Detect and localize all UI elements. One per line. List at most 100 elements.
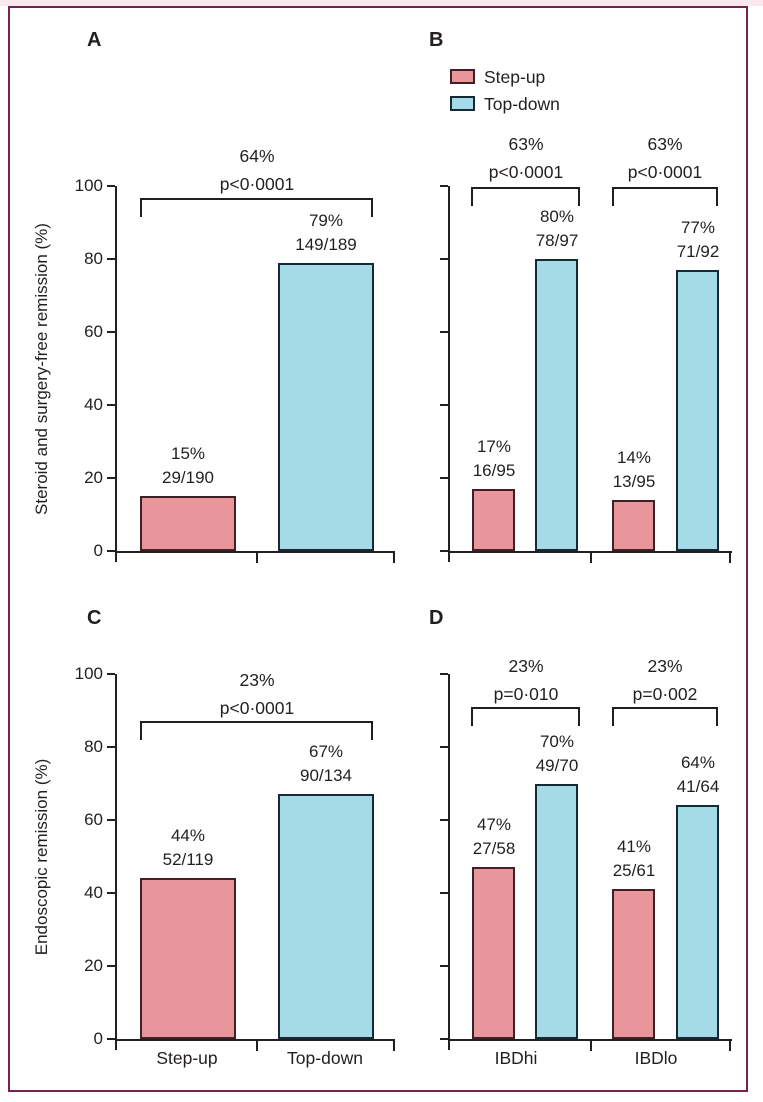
y-tick-label: 60 (84, 322, 103, 341)
y-tick-label: 40 (84, 395, 103, 414)
y-tick (107, 477, 115, 479)
y-tick (107, 258, 115, 260)
y-tick (440, 1038, 448, 1040)
bar-top-down (278, 262, 374, 551)
x-category-label: Top-down (287, 1048, 363, 1068)
x-category-label: IBDlo (634, 1048, 678, 1068)
x-tick (590, 1039, 592, 1051)
y-tick (440, 477, 448, 479)
y-axis-title-a: Steroid and surgery-free remission (%) (32, 223, 51, 515)
y-tick (440, 550, 448, 552)
x-category-label: Step-up (156, 1048, 218, 1068)
panel-letter-b: B (429, 29, 444, 51)
comparison-label: 63% p<0·0001 (488, 134, 564, 182)
bar-top-down (676, 805, 719, 1039)
y-axis (115, 186, 117, 562)
x-tick (729, 1039, 731, 1051)
bar-value-label: 79% 149/189 (295, 210, 357, 254)
bar-value-label: 70% 49/70 (535, 731, 579, 775)
y-tick (107, 331, 115, 333)
y-tick (107, 892, 115, 894)
y-axis-title-c: Endoscopic remission (%) (32, 758, 51, 956)
comparison-label: 23% p<0·0001 (219, 670, 295, 718)
panel-b-plot: 17% 16/95 80% 78/97 14% 13/95 77% 71/92 (450, 186, 731, 551)
bar-value-label: 47% 27/58 (472, 815, 516, 859)
comparison-label: 23% p=0·010 (493, 656, 559, 704)
x-tick (729, 551, 731, 563)
y-tick-label: 20 (84, 468, 103, 487)
panel-letter-d: D (429, 607, 444, 629)
y-tick (440, 331, 448, 333)
x-category-label: IBDhi (494, 1048, 538, 1068)
y-tick (107, 550, 115, 552)
bar-value-label: 64% 41/64 (676, 753, 720, 797)
bar-value-label: 44% 52/119 (162, 826, 214, 870)
legend-swatch-top-down (450, 96, 475, 111)
y-tick (107, 673, 115, 675)
bar-value-label: 14% 13/95 (612, 447, 656, 491)
y-tick (440, 673, 448, 675)
comparison-label: 23% p=0·002 (632, 656, 698, 704)
y-tick-label: 60 (84, 810, 103, 829)
comparison-label: 63% p<0·0001 (627, 134, 703, 182)
y-axis (448, 674, 450, 1050)
bar-value-label: 41% 25/61 (612, 837, 656, 881)
legend-label-step-up: Step-up (484, 67, 546, 87)
bar-value-label: 77% 71/92 (676, 217, 720, 261)
y-tick-label: 20 (84, 956, 103, 975)
bar-step-up (612, 889, 655, 1039)
y-tick (440, 404, 448, 406)
y-tick (440, 819, 448, 821)
comparison-bracket (612, 187, 718, 206)
x-tick (393, 1039, 395, 1051)
bar-step-up (612, 499, 655, 551)
y-tick-label: 40 (84, 883, 103, 902)
x-tick (590, 551, 592, 563)
legend-label-top-down: Top-down (484, 94, 560, 114)
y-tick (107, 746, 115, 748)
comparison-bracket (471, 187, 580, 206)
y-tick (107, 965, 115, 967)
bar-value-label: 67% 90/134 (300, 742, 352, 786)
y-tick-label: 100 (74, 176, 103, 195)
comparison-bracket (140, 198, 373, 217)
panel-letter-c: C (87, 607, 102, 629)
y-tick (440, 892, 448, 894)
panel-letter-a: A (87, 29, 102, 51)
comparison-label: 64% p<0·0001 (219, 146, 295, 194)
y-tick (107, 1038, 115, 1040)
y-tick (440, 258, 448, 260)
bar-value-label: 15% 29/190 (162, 444, 214, 488)
y-tick (107, 404, 115, 406)
y-tick (440, 965, 448, 967)
page-accent-strip (0, 0, 763, 6)
y-tick-label: 0 (93, 1029, 103, 1048)
comparison-bracket (612, 707, 718, 726)
bar-value-label: 17% 16/95 (472, 436, 516, 480)
bar-step-up (472, 488, 515, 551)
bar-step-up (140, 878, 236, 1039)
bar-step-up (140, 496, 236, 551)
panel-a-plot: 15% 29/190 79% 149/189 (117, 186, 395, 551)
comparison-bracket (140, 721, 373, 740)
y-tick (107, 185, 115, 187)
x-tick (256, 551, 258, 563)
panel-c-plot: 44% 52/119 67% 90/134 (117, 674, 395, 1039)
x-axis (115, 551, 395, 553)
legend-swatch-step-up (450, 69, 475, 84)
bar-top-down (535, 259, 578, 551)
bar-step-up (472, 867, 515, 1039)
y-axis (115, 674, 117, 1050)
bar-top-down (676, 269, 719, 551)
comparison-bracket (471, 707, 580, 726)
x-axis (115, 1039, 395, 1041)
bar-top-down (535, 783, 578, 1039)
panel-d-plot: 47% 27/58 70% 49/70 41% 25/61 64% 41/64 (450, 674, 731, 1039)
y-tick-label: 80 (84, 737, 103, 756)
x-tick (256, 1039, 258, 1051)
bar-value-label: 80% 78/97 (535, 207, 579, 250)
y-tick-label: 100 (74, 664, 103, 683)
bar-top-down (278, 794, 374, 1039)
y-tick (107, 819, 115, 821)
y-tick-label: 80 (84, 249, 103, 268)
